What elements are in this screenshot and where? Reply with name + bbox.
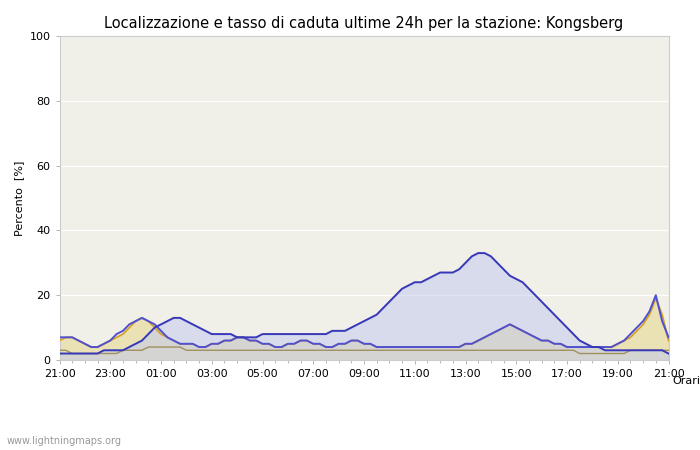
Text: www.lightningmaps.org: www.lightningmaps.org	[7, 436, 122, 446]
Title: Localizzazione e tasso di caduta ultime 24h per la stazione: Kongsberg: Localizzazione e tasso di caduta ultime …	[104, 16, 624, 31]
Text: Orario: Orario	[672, 376, 700, 386]
Y-axis label: Percento  [%]: Percento [%]	[14, 160, 24, 236]
